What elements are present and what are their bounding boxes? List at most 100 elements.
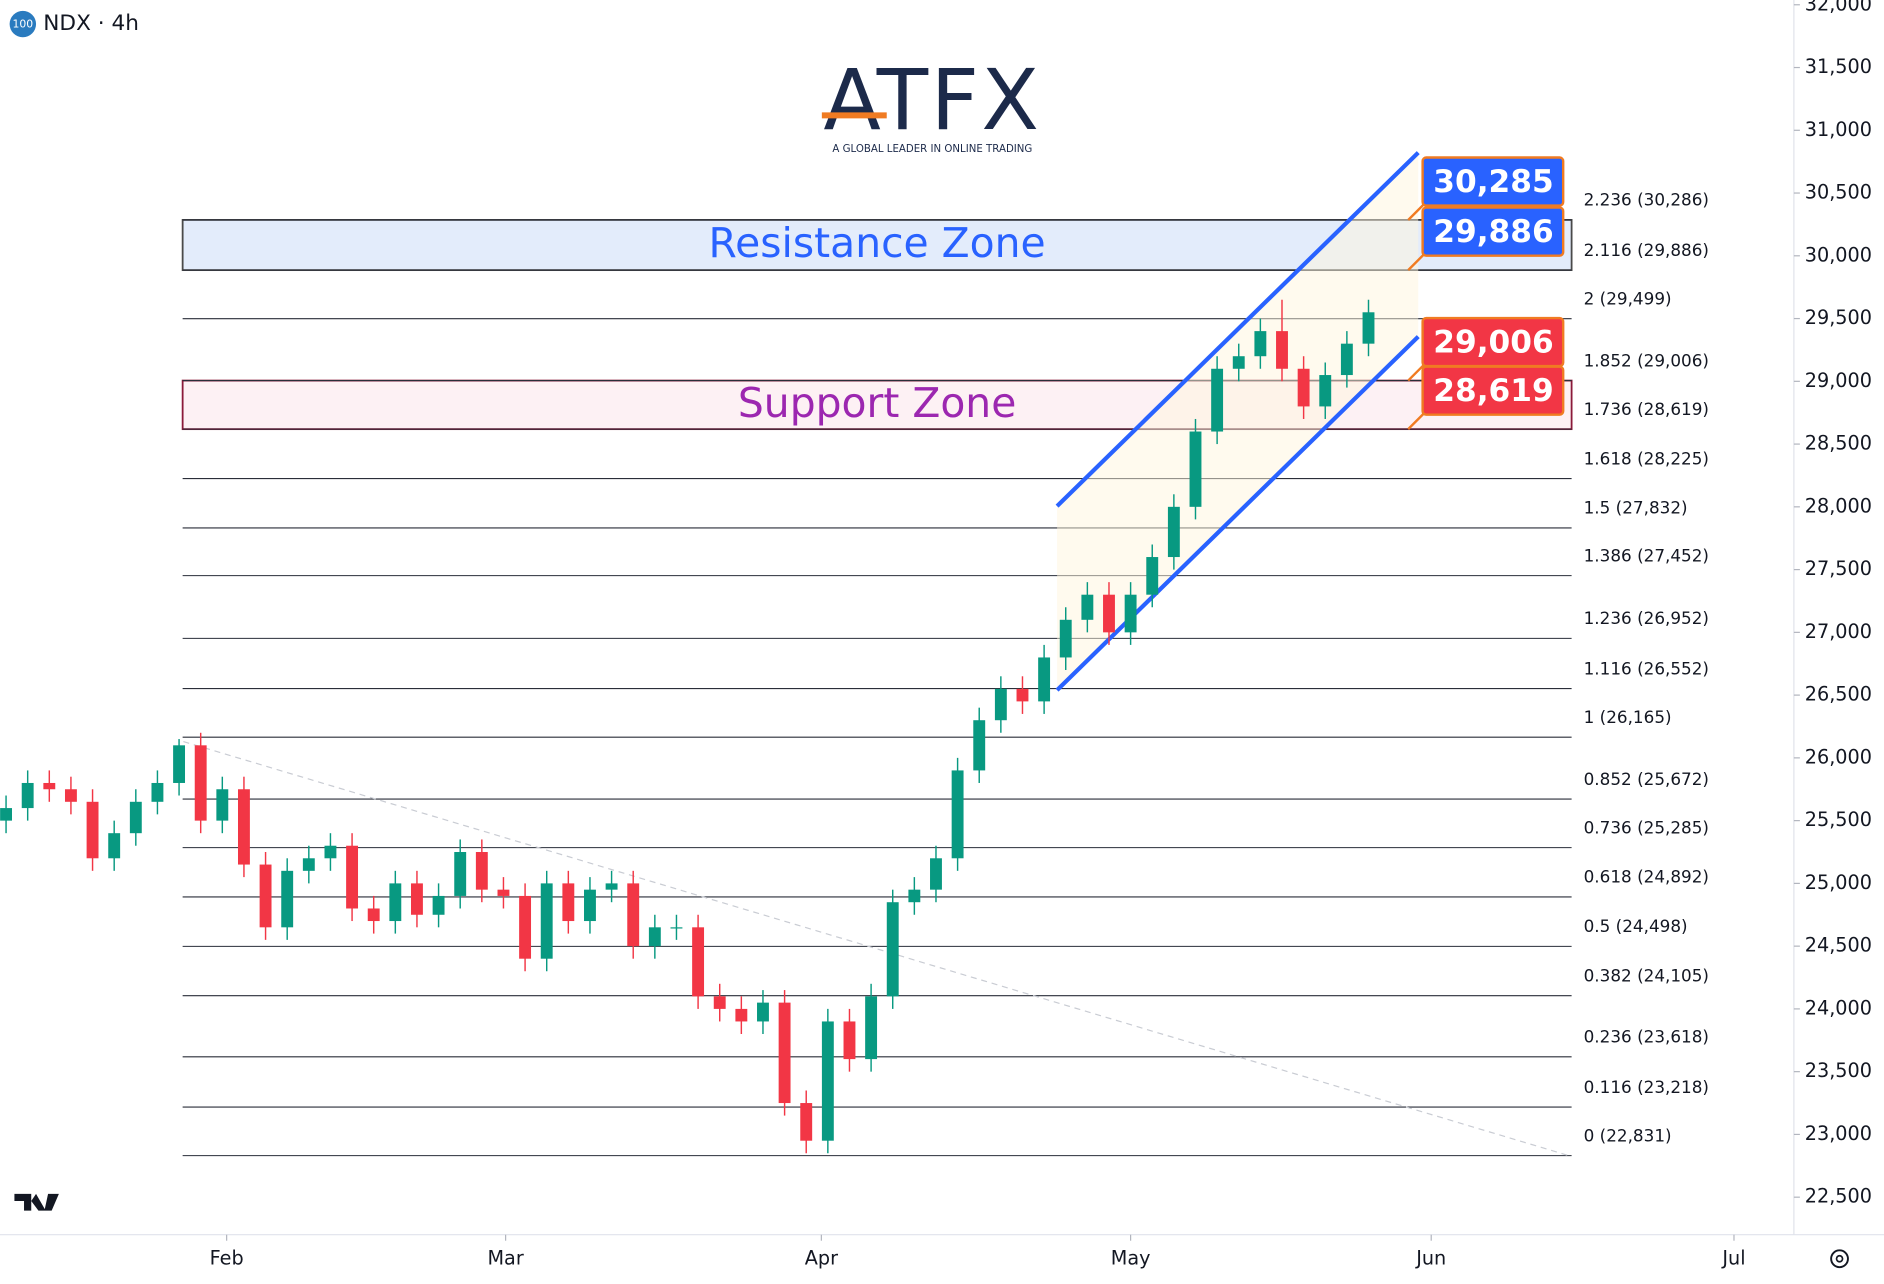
candle-body — [540, 883, 553, 959]
fib-label: 0 (22,831) — [1584, 1125, 1672, 1145]
price-tag-label: 30,285 — [1433, 164, 1553, 200]
fib-label: 0.382 (24,105) — [1584, 965, 1709, 985]
y-tick-label: 25,000 — [1805, 871, 1872, 894]
candle-body — [1319, 375, 1332, 407]
y-tick-label: 31,000 — [1805, 118, 1872, 141]
candle-body — [1059, 619, 1072, 658]
price-tag — [1421, 206, 1565, 257]
settings-hub[interactable] — [1835, 1254, 1844, 1263]
y-tick-label: 24,000 — [1805, 996, 1872, 1019]
y-tick-label: 30,500 — [1805, 181, 1872, 204]
candle-body — [259, 864, 272, 928]
y-tick-label: 23,000 — [1805, 1122, 1872, 1145]
candle-body — [1232, 356, 1245, 369]
candle-body — [497, 889, 510, 896]
candle-body — [627, 883, 640, 947]
zones: Resistance Zone Support Zone — [181, 219, 1573, 431]
badge-text: 100 — [13, 18, 34, 31]
candle-body — [584, 889, 596, 922]
candle-body — [1276, 331, 1288, 369]
fib-label: 1.736 (28,619) — [1584, 399, 1709, 419]
candle-body — [1211, 368, 1224, 432]
x-tick-label: Apr — [805, 1246, 838, 1269]
candle-body — [216, 789, 229, 821]
candle-body — [432, 895, 445, 915]
y-tick-label: 28,000 — [1805, 494, 1872, 517]
candle-body — [886, 902, 899, 997]
candle-body — [64, 789, 77, 802]
price-tag — [1421, 156, 1565, 207]
candle-body — [713, 996, 726, 1009]
candle-body — [821, 1021, 834, 1141]
x-axis: Feb Mar Apr May Jun Jul — [210, 1234, 1746, 1269]
logo-tagline: A GLOBAL LEADER IN ONLINE TRADING — [832, 144, 1032, 155]
candle-body — [951, 770, 964, 859]
candle-body — [519, 895, 532, 959]
candle-body — [302, 858, 315, 871]
candle-body — [670, 927, 683, 929]
price-tag-label: 29,886 — [1433, 214, 1553, 250]
y-tick-label: 26,000 — [1805, 745, 1872, 768]
candle-body — [475, 852, 488, 890]
channel-line — [1055, 335, 1420, 692]
x-tick-label: Mar — [487, 1246, 523, 1269]
y-tick-label: 29,000 — [1805, 369, 1872, 392]
candle-body — [0, 808, 13, 821]
fib-label: 1.386 (27,452) — [1584, 545, 1709, 565]
candle-body — [86, 801, 99, 859]
candle-body — [1167, 506, 1180, 558]
settings-icon[interactable] — [1830, 1249, 1849, 1269]
candle-body — [43, 782, 56, 790]
y-tick-label: 29,500 — [1805, 306, 1872, 329]
candle-body — [21, 782, 34, 809]
chart-title: NDX · 4h — [43, 11, 139, 36]
x-tick-label: May — [1111, 1246, 1151, 1269]
x-tick-label: Feb — [210, 1246, 244, 1269]
candle-body — [994, 688, 1007, 721]
tv-logo-shape — [14, 1193, 59, 1211]
zone-label: Support Zone — [738, 379, 1016, 427]
candle-body — [173, 745, 186, 783]
fib-label: 0.236 (23,618) — [1584, 1027, 1709, 1047]
candle-body — [605, 883, 618, 890]
y-axis: 22,500 23,000 23,500 24,000 24,500 25,000 25,5… — [1793, 0, 1872, 1208]
channel-fill — [1057, 152, 1419, 691]
candle-body — [692, 927, 705, 997]
candles — [0, 299, 1375, 1154]
fib-label: 2.236 (30,286) — [1584, 190, 1709, 210]
candle-body — [324, 845, 337, 859]
candle-body — [1340, 343, 1353, 376]
candle-body — [151, 782, 164, 802]
candle-body — [411, 883, 423, 915]
candle-body — [389, 883, 402, 922]
y-tick-label: 31,500 — [1805, 55, 1872, 78]
candle-body — [454, 852, 467, 896]
x-tick-label: Jun — [1415, 1246, 1446, 1269]
y-tick-label: 22,500 — [1805, 1185, 1872, 1208]
logo-text: ATFX — [823, 51, 1041, 149]
candle-body — [778, 1002, 791, 1104]
y-tick-label: 30,000 — [1805, 243, 1872, 266]
fib-label: 1.5 (27,832) — [1584, 498, 1688, 518]
fib-label: 2.116 (29,886) — [1584, 240, 1709, 260]
candle-body — [367, 908, 380, 922]
candle-body — [648, 927, 661, 947]
price-tags: 30,285 29,886 29,006 28,619 — [1407, 156, 1565, 430]
settings-gear[interactable] — [1830, 1249, 1849, 1269]
candle-body — [237, 789, 250, 865]
fib-label: 0.5 (24,498) — [1584, 916, 1688, 936]
candle-body — [1016, 688, 1029, 702]
fib-label: 2 (29,499) — [1584, 288, 1672, 308]
y-tick-label: 26,500 — [1805, 683, 1872, 706]
fib-label: 0.618 (24,892) — [1584, 867, 1709, 887]
zone-label: Resistance Zone — [709, 219, 1046, 267]
fib-label: 1 (26,165) — [1584, 707, 1672, 727]
fib-label: 0.852 (25,672) — [1584, 769, 1709, 789]
candle-body — [346, 845, 359, 909]
y-tick-label: 32,000 — [1805, 0, 1872, 15]
x-tick-label: Jul — [1721, 1246, 1745, 1269]
candle-body — [1038, 657, 1051, 702]
candle-body — [281, 870, 294, 928]
